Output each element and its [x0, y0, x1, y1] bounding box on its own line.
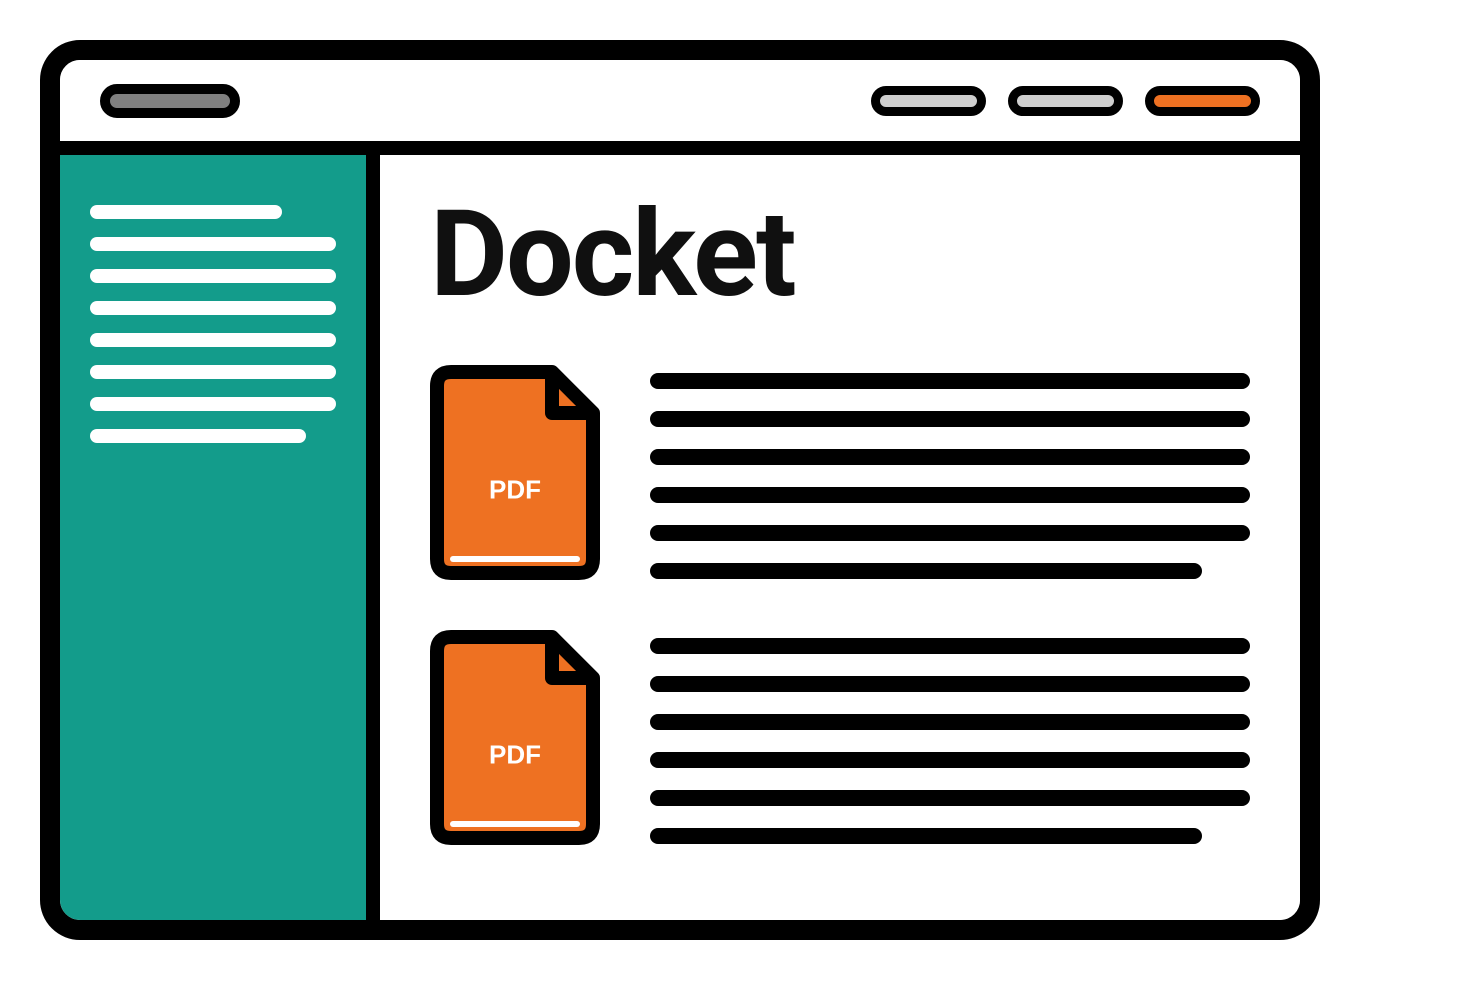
- titlebar-menu-pill[interactable]: [100, 84, 240, 118]
- text-line: [650, 411, 1250, 427]
- sidebar-item[interactable]: [90, 333, 336, 347]
- text-line: [650, 525, 1250, 541]
- sidebar-menu: [90, 205, 336, 443]
- text-line: [650, 714, 1250, 730]
- pdf-file-icon[interactable]: PDF: [430, 365, 600, 580]
- text-line: [650, 638, 1250, 654]
- titlebar: [60, 60, 1300, 155]
- app-window: Docket PDF PDF: [40, 40, 1320, 940]
- text-line: [650, 373, 1250, 389]
- sidebar-item[interactable]: [90, 365, 336, 379]
- pdf-label: PDF: [489, 739, 541, 769]
- text-line: [650, 828, 1202, 844]
- text-line: [650, 790, 1250, 806]
- titlebar-action-pill-3[interactable]: [1145, 86, 1260, 116]
- body-area: Docket PDF PDF: [60, 155, 1300, 920]
- sidebar-item[interactable]: [90, 429, 306, 443]
- document-list: PDF PDF: [430, 365, 1250, 845]
- text-line: [650, 563, 1202, 579]
- titlebar-action-pill-2[interactable]: [1008, 86, 1123, 116]
- text-line: [650, 449, 1250, 465]
- document-row: PDF: [430, 630, 1250, 845]
- main-content: Docket PDF PDF: [380, 155, 1300, 920]
- sidebar-item[interactable]: [90, 397, 336, 411]
- sidebar-item[interactable]: [90, 237, 336, 251]
- pdf-file-icon[interactable]: PDF: [430, 630, 600, 845]
- sidebar: [60, 155, 380, 920]
- pdf-label: PDF: [489, 474, 541, 504]
- document-row: PDF: [430, 365, 1250, 580]
- page-title: Docket: [430, 185, 1250, 325]
- document-text-lines: [650, 630, 1250, 844]
- titlebar-right-group: [871, 86, 1260, 116]
- titlebar-action-pill-1[interactable]: [871, 86, 986, 116]
- titlebar-left-group: [100, 84, 240, 118]
- text-line: [650, 676, 1250, 692]
- text-line: [650, 487, 1250, 503]
- sidebar-item[interactable]: [90, 301, 336, 315]
- text-line: [650, 752, 1250, 768]
- sidebar-item[interactable]: [90, 269, 336, 283]
- document-text-lines: [650, 365, 1250, 579]
- sidebar-item[interactable]: [90, 205, 282, 219]
